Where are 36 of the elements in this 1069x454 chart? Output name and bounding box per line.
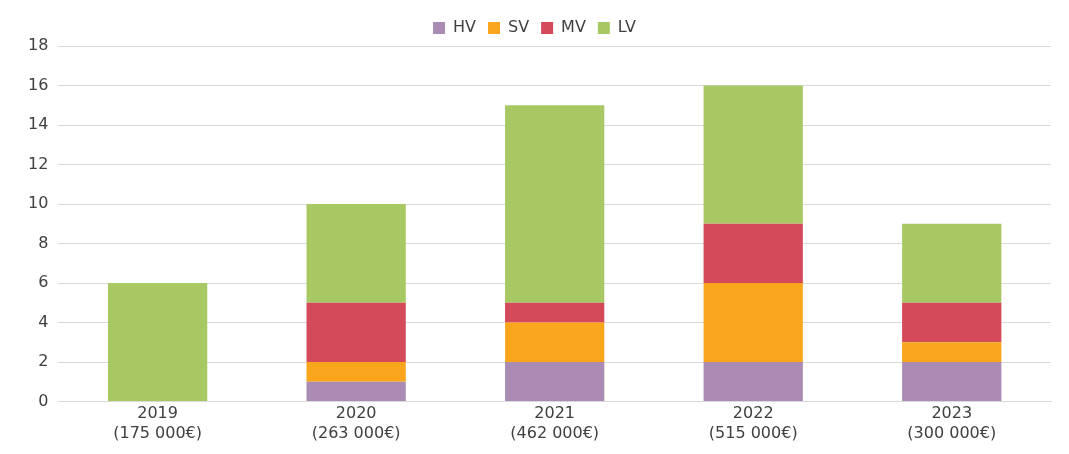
x-tick-label: 2020 (263 000€) <box>311 403 401 442</box>
bar <box>703 362 803 402</box>
legend-label: SV <box>508 17 530 37</box>
x-tick-label: 2019 (175 000€) <box>113 403 203 442</box>
bar <box>703 283 803 363</box>
x-tick-label: 2022 (515 000€) <box>708 403 798 442</box>
legend-label: HV <box>453 17 477 37</box>
y-tick-label: 4 <box>38 311 49 331</box>
bar <box>306 362 406 382</box>
bar <box>306 302 406 363</box>
y-tick-label: 12 <box>28 153 49 173</box>
y-tick-label: 18 <box>28 35 49 55</box>
bar <box>505 105 605 303</box>
bar <box>703 85 803 224</box>
y-tick-label: 8 <box>38 232 49 252</box>
bar <box>306 381 406 402</box>
bar <box>505 362 605 402</box>
y-tick-label: 2 <box>38 351 49 371</box>
bar <box>306 204 406 303</box>
bar <box>902 342 1002 363</box>
bar <box>505 322 605 363</box>
bar <box>902 362 1002 402</box>
y-tick-label: 14 <box>28 114 49 134</box>
y-tick-label: 16 <box>28 74 49 94</box>
bar <box>703 223 803 284</box>
bar <box>902 223 1002 303</box>
legend-label: MV <box>561 17 586 37</box>
x-tick-label: 2021 (462 000€) <box>510 403 600 442</box>
bar <box>505 302 605 323</box>
legend-label: LV <box>617 17 637 37</box>
y-tick-label: 10 <box>28 193 49 213</box>
bar <box>107 283 208 402</box>
x-tick-label: 2023 (300 000€) <box>907 403 997 442</box>
y-tick-label: 0 <box>38 390 49 410</box>
y-tick-label: 6 <box>38 272 49 292</box>
bar <box>902 302 1002 343</box>
